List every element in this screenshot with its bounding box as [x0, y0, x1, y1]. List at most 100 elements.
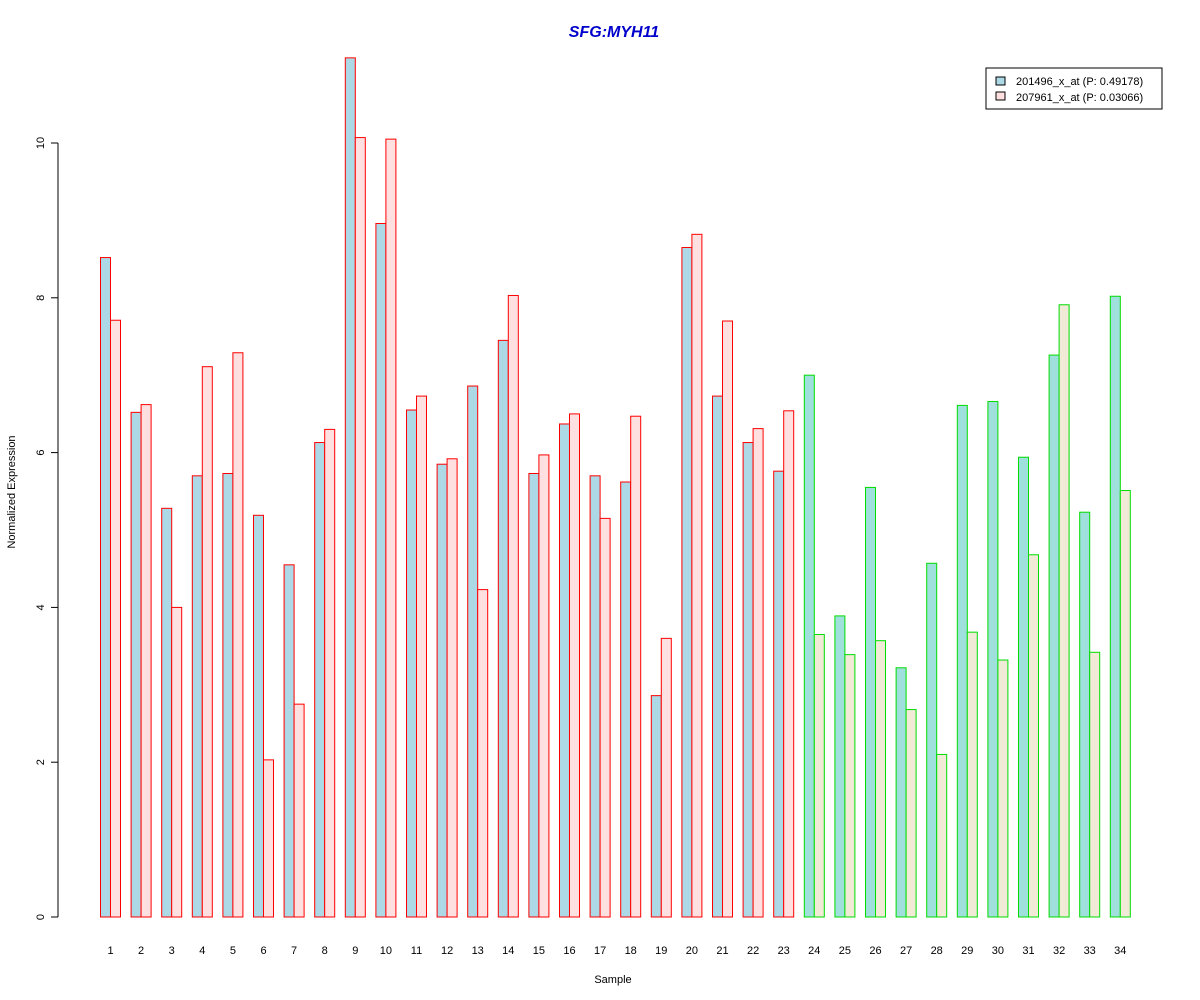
- chart-title: SFG:MYH11: [569, 24, 659, 41]
- bar-series-2-sample-26: [875, 640, 886, 918]
- bar-series-1-sample-8: [314, 442, 326, 918]
- bar-series-1-sample-28: [926, 562, 938, 918]
- bars: [100, 57, 1131, 918]
- bar-series-1-sample-32: [1048, 354, 1060, 918]
- bar-series-2-sample-33: [1089, 651, 1101, 918]
- bar-series-1-sample-24: [803, 374, 815, 918]
- bar-series-2-sample-24: [813, 633, 825, 918]
- bar-series-2-sample-18: [630, 415, 642, 918]
- legend: 201496_x_at (P: 0.49178) 207961_x_at (P:…: [985, 67, 1163, 110]
- x-tick-label: 18: [625, 945, 637, 957]
- bar-series-2-sample-14: [507, 294, 519, 918]
- x-tick-label: 31: [1022, 945, 1034, 957]
- x-tick-label: 8: [322, 945, 328, 957]
- bar-series-2-sample-8: [324, 428, 336, 918]
- legend-label-series-1: 201496_x_at (P: 0.49178): [1016, 76, 1143, 88]
- bar-series-1-sample-21: [712, 395, 723, 918]
- x-tick-label: 17: [594, 945, 606, 957]
- x-tick-label: 26: [869, 945, 881, 957]
- x-tick-label: 7: [291, 945, 297, 957]
- x-tick-label: 24: [808, 945, 820, 957]
- bar-series-1-sample-16: [559, 423, 570, 918]
- y-tick-label: 6: [35, 450, 47, 456]
- bar-series-2-sample-7: [293, 703, 305, 918]
- bar-series-2-sample-4: [201, 366, 213, 918]
- bar-series-2-sample-29: [966, 631, 978, 918]
- bar-series-1-sample-14: [497, 339, 509, 918]
- x-axis-label: Sample: [594, 974, 631, 986]
- bar-series-1-sample-5: [222, 472, 234, 918]
- x-axis: 1 2 3 4 5 6 7 8 9 10 11 12 13 14 15 16 17 18 19 20 21 22 23 24 2…: [107, 945, 1126, 957]
- bar-series-1-sample-15: [528, 472, 540, 918]
- y-axis-label: Normalized Expression: [6, 435, 18, 548]
- bar-series-2-sample-12: [446, 458, 458, 918]
- legend-swatch-series-2: [995, 91, 1006, 101]
- x-tick-label: 23: [778, 945, 790, 957]
- bar-series-1-sample-13: [467, 385, 479, 918]
- x-tick-label: 11: [411, 945, 422, 957]
- bar-series-1-sample-29: [956, 404, 968, 918]
- bar-series-1-sample-22: [742, 442, 754, 918]
- bar-series-2-sample-28: [936, 753, 948, 918]
- x-tick-label: 30: [992, 945, 1004, 957]
- bar-series-2-sample-20: [691, 233, 703, 918]
- bar-series-1-sample-23: [773, 470, 785, 918]
- bar-series-2-sample-17: [599, 517, 611, 918]
- x-tick-label: 16: [563, 945, 575, 957]
- bar-series-2-sample-21: [722, 320, 733, 918]
- bar-series-2-sample-34: [1119, 490, 1131, 918]
- bar-series-2-sample-3: [171, 606, 183, 918]
- x-tick-label: 12: [441, 945, 453, 957]
- x-tick-label: 20: [686, 945, 698, 957]
- bar-series-1-sample-27: [895, 667, 907, 918]
- bar-series-2-sample-31: [1028, 554, 1039, 918]
- bar-series-1-sample-25: [834, 615, 846, 918]
- bar-series-2-sample-25: [844, 654, 856, 918]
- bar-series-1-sample-10: [375, 222, 387, 918]
- bar-series-2-sample-16: [569, 413, 580, 918]
- x-tick-label: 3: [169, 945, 175, 957]
- bar-series-1-sample-26: [865, 486, 876, 918]
- bar-series-1-sample-30: [987, 401, 999, 918]
- x-tick-label: 14: [502, 945, 514, 957]
- bar-series-2-sample-13: [477, 589, 489, 918]
- bar-series-1-sample-19: [650, 695, 662, 918]
- bar-series-1-sample-3: [161, 507, 173, 918]
- bar-series-1-sample-31: [1018, 456, 1029, 918]
- bar-series-1-sample-7: [283, 564, 295, 918]
- bar-series-2-sample-2: [140, 404, 152, 918]
- x-tick-label: 25: [839, 945, 851, 957]
- y-tick-label: 2: [35, 759, 47, 765]
- x-tick-label: 10: [380, 945, 392, 957]
- x-tick-label: 4: [199, 945, 205, 957]
- legend-label-series-2: 207961_x_at (P: 0.03066): [1016, 92, 1143, 104]
- x-tick-label: 6: [260, 945, 266, 957]
- bar-series-1-sample-9: [344, 57, 356, 918]
- bar-series-1-sample-11: [406, 409, 417, 918]
- x-tick-label: 13: [472, 945, 484, 957]
- bar-series-2-sample-30: [997, 659, 1009, 918]
- x-tick-label: 5: [230, 945, 236, 957]
- x-tick-label: 1: [107, 945, 113, 957]
- bar-series-1-sample-33: [1079, 511, 1091, 918]
- bar-series-2-sample-32: [1058, 304, 1070, 918]
- legend-box: [985, 67, 1163, 110]
- bar-series-1-sample-4: [191, 475, 203, 918]
- y-tick-label: 8: [35, 295, 47, 301]
- x-tick-label: 21: [716, 945, 728, 957]
- bar-series-2-sample-23: [783, 410, 795, 918]
- bar-series-2-sample-15: [538, 454, 550, 918]
- bar-series-2-sample-1: [110, 319, 121, 918]
- x-tick-label: 19: [655, 945, 667, 957]
- bar-series-1-sample-20: [681, 246, 693, 918]
- bar-series-2-sample-9: [354, 137, 366, 918]
- bar-series-2-sample-19: [660, 637, 672, 918]
- bar-series-2-sample-27: [905, 709, 917, 918]
- legend-swatch-series-1: [995, 76, 1006, 86]
- x-tick-label: 15: [533, 945, 545, 957]
- x-tick-label: 2: [138, 945, 144, 957]
- y-tick-label: 10: [35, 137, 47, 149]
- bar-series-1-sample-34: [1109, 295, 1121, 918]
- bar-series-2-sample-22: [752, 428, 764, 918]
